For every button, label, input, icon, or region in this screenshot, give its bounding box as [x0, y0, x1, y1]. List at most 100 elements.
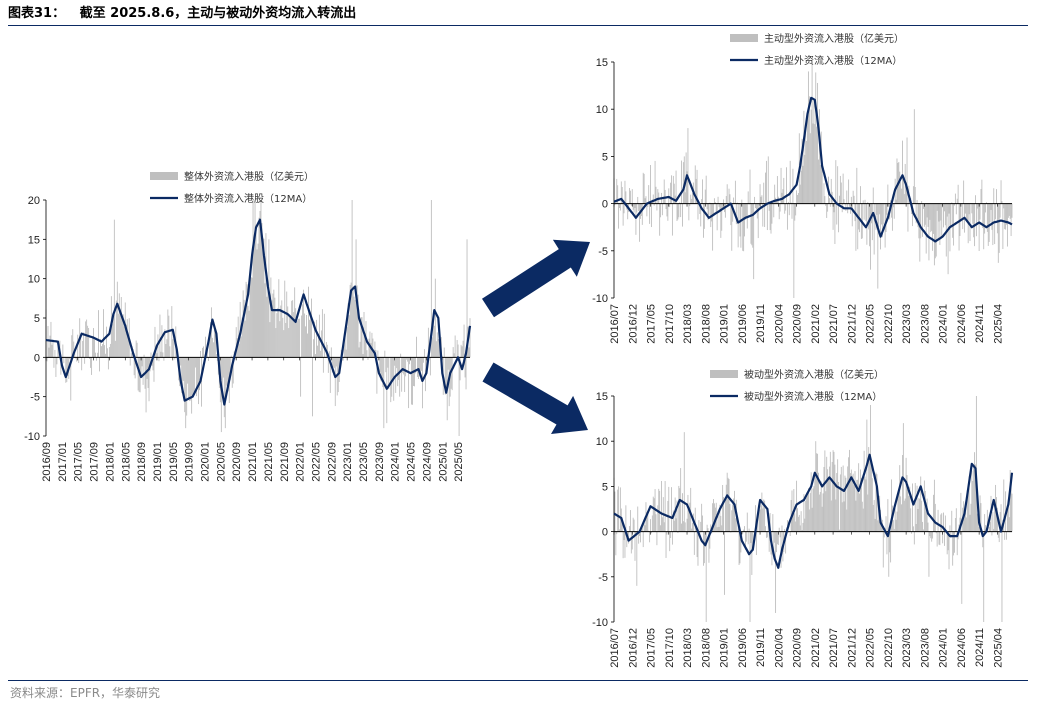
passive-bar — [743, 529, 745, 532]
passive-bar — [814, 475, 816, 532]
active-xtick-label: 2019/06 — [737, 304, 749, 344]
active-bar — [927, 203, 929, 227]
active-bar — [810, 109, 812, 204]
overall-bar — [343, 344, 345, 358]
active-bar — [934, 203, 936, 259]
passive-bar — [752, 531, 754, 545]
overall-bar — [465, 357, 467, 390]
active-bar — [682, 203, 683, 227]
overall-bar — [434, 278, 436, 358]
overall-bar — [156, 353, 158, 358]
passive-legend-bar-swatch — [710, 370, 738, 378]
passive-bar — [664, 481, 666, 532]
active-bar — [962, 203, 964, 230]
passive-bar — [889, 531, 891, 553]
passive-bar — [807, 495, 808, 532]
overall-bar — [404, 357, 406, 393]
passive-bar — [984, 514, 986, 532]
overall-bar — [94, 339, 95, 358]
overall-bar — [212, 342, 214, 358]
passive-bar — [799, 525, 801, 532]
overall-bar — [125, 324, 127, 358]
active-bar — [805, 129, 807, 204]
passive-ytick-label: 0 — [602, 527, 608, 539]
active-bar — [860, 186, 861, 204]
active-bar — [703, 203, 705, 229]
passive-bar — [655, 514, 657, 532]
overall-bar — [57, 344, 59, 358]
overall-bar — [105, 326, 107, 358]
passive-ma-line — [613, 453, 1014, 569]
overall-bar — [431, 337, 433, 358]
overall-bar — [82, 340, 84, 358]
active-xtick-label: 2018/03 — [682, 304, 694, 344]
active-bar — [975, 195, 976, 204]
passive-ytick-label: -10 — [592, 617, 608, 629]
passive-bar — [778, 527, 780, 532]
active-bar — [1006, 203, 1008, 247]
active-bar — [695, 178, 697, 204]
passive-bar — [841, 502, 843, 532]
active-bar — [993, 188, 995, 204]
active-bar — [687, 128, 689, 204]
active-xtick-label: 2022/05 — [865, 304, 877, 344]
active-bar — [617, 185, 619, 204]
active-bar — [785, 203, 787, 211]
passive-xtick-label: 2022/10 — [883, 628, 895, 668]
overall-bar — [401, 357, 403, 392]
active-bar — [774, 184, 776, 204]
passive-bar — [689, 502, 691, 532]
overall-xtick-label: 2020/05 — [215, 442, 227, 482]
active-bar — [672, 175, 674, 204]
overall-bar — [463, 324, 465, 358]
passive-bar — [997, 531, 999, 538]
passive-bar — [635, 531, 637, 535]
overall-bar — [222, 357, 224, 378]
passive-bar — [881, 521, 882, 532]
passive-bar — [803, 494, 805, 532]
overall-bar — [290, 316, 292, 358]
passive-bar — [690, 487, 692, 532]
active-bar — [752, 203, 754, 248]
active-bar — [1008, 203, 1010, 216]
passive-bar — [768, 531, 770, 552]
passive-bar — [639, 531, 641, 536]
overall-bar — [129, 357, 131, 366]
active-bar — [764, 203, 766, 228]
active-bar — [951, 202, 953, 204]
passive-bar — [717, 510, 719, 532]
passive-bar — [979, 495, 981, 532]
active-bar — [722, 203, 724, 210]
passive-bar — [738, 531, 740, 566]
active-bar — [825, 203, 827, 206]
active-bar — [696, 169, 698, 204]
overall-bar — [155, 349, 157, 358]
passive-bar — [1008, 517, 1010, 532]
overall-bar — [54, 349, 56, 358]
active-bar — [650, 165, 651, 204]
overall-bar — [460, 344, 462, 358]
passive-bar — [747, 531, 749, 545]
active-bar — [924, 203, 926, 225]
passive-bar — [809, 493, 811, 532]
overall-bar — [296, 322, 298, 358]
active-bar — [636, 203, 638, 213]
active-bar — [787, 201, 789, 204]
overall-bar — [237, 316, 239, 358]
overall-bar — [223, 357, 225, 418]
passive-bar — [885, 516, 887, 532]
passive-bar — [644, 525, 646, 532]
active-bar — [641, 203, 643, 225]
active-bar — [750, 203, 752, 244]
overall-bar — [174, 357, 176, 360]
passive-bar — [745, 531, 747, 542]
passive-bar — [901, 504, 902, 532]
passive-bar — [619, 487, 621, 532]
active-bar — [879, 203, 881, 215]
overall-bar — [261, 223, 263, 358]
passive-bar — [742, 531, 744, 534]
active-bar — [965, 203, 967, 219]
passive-bar — [716, 527, 718, 532]
passive-bar — [712, 503, 714, 532]
passive-bar — [875, 472, 877, 532]
